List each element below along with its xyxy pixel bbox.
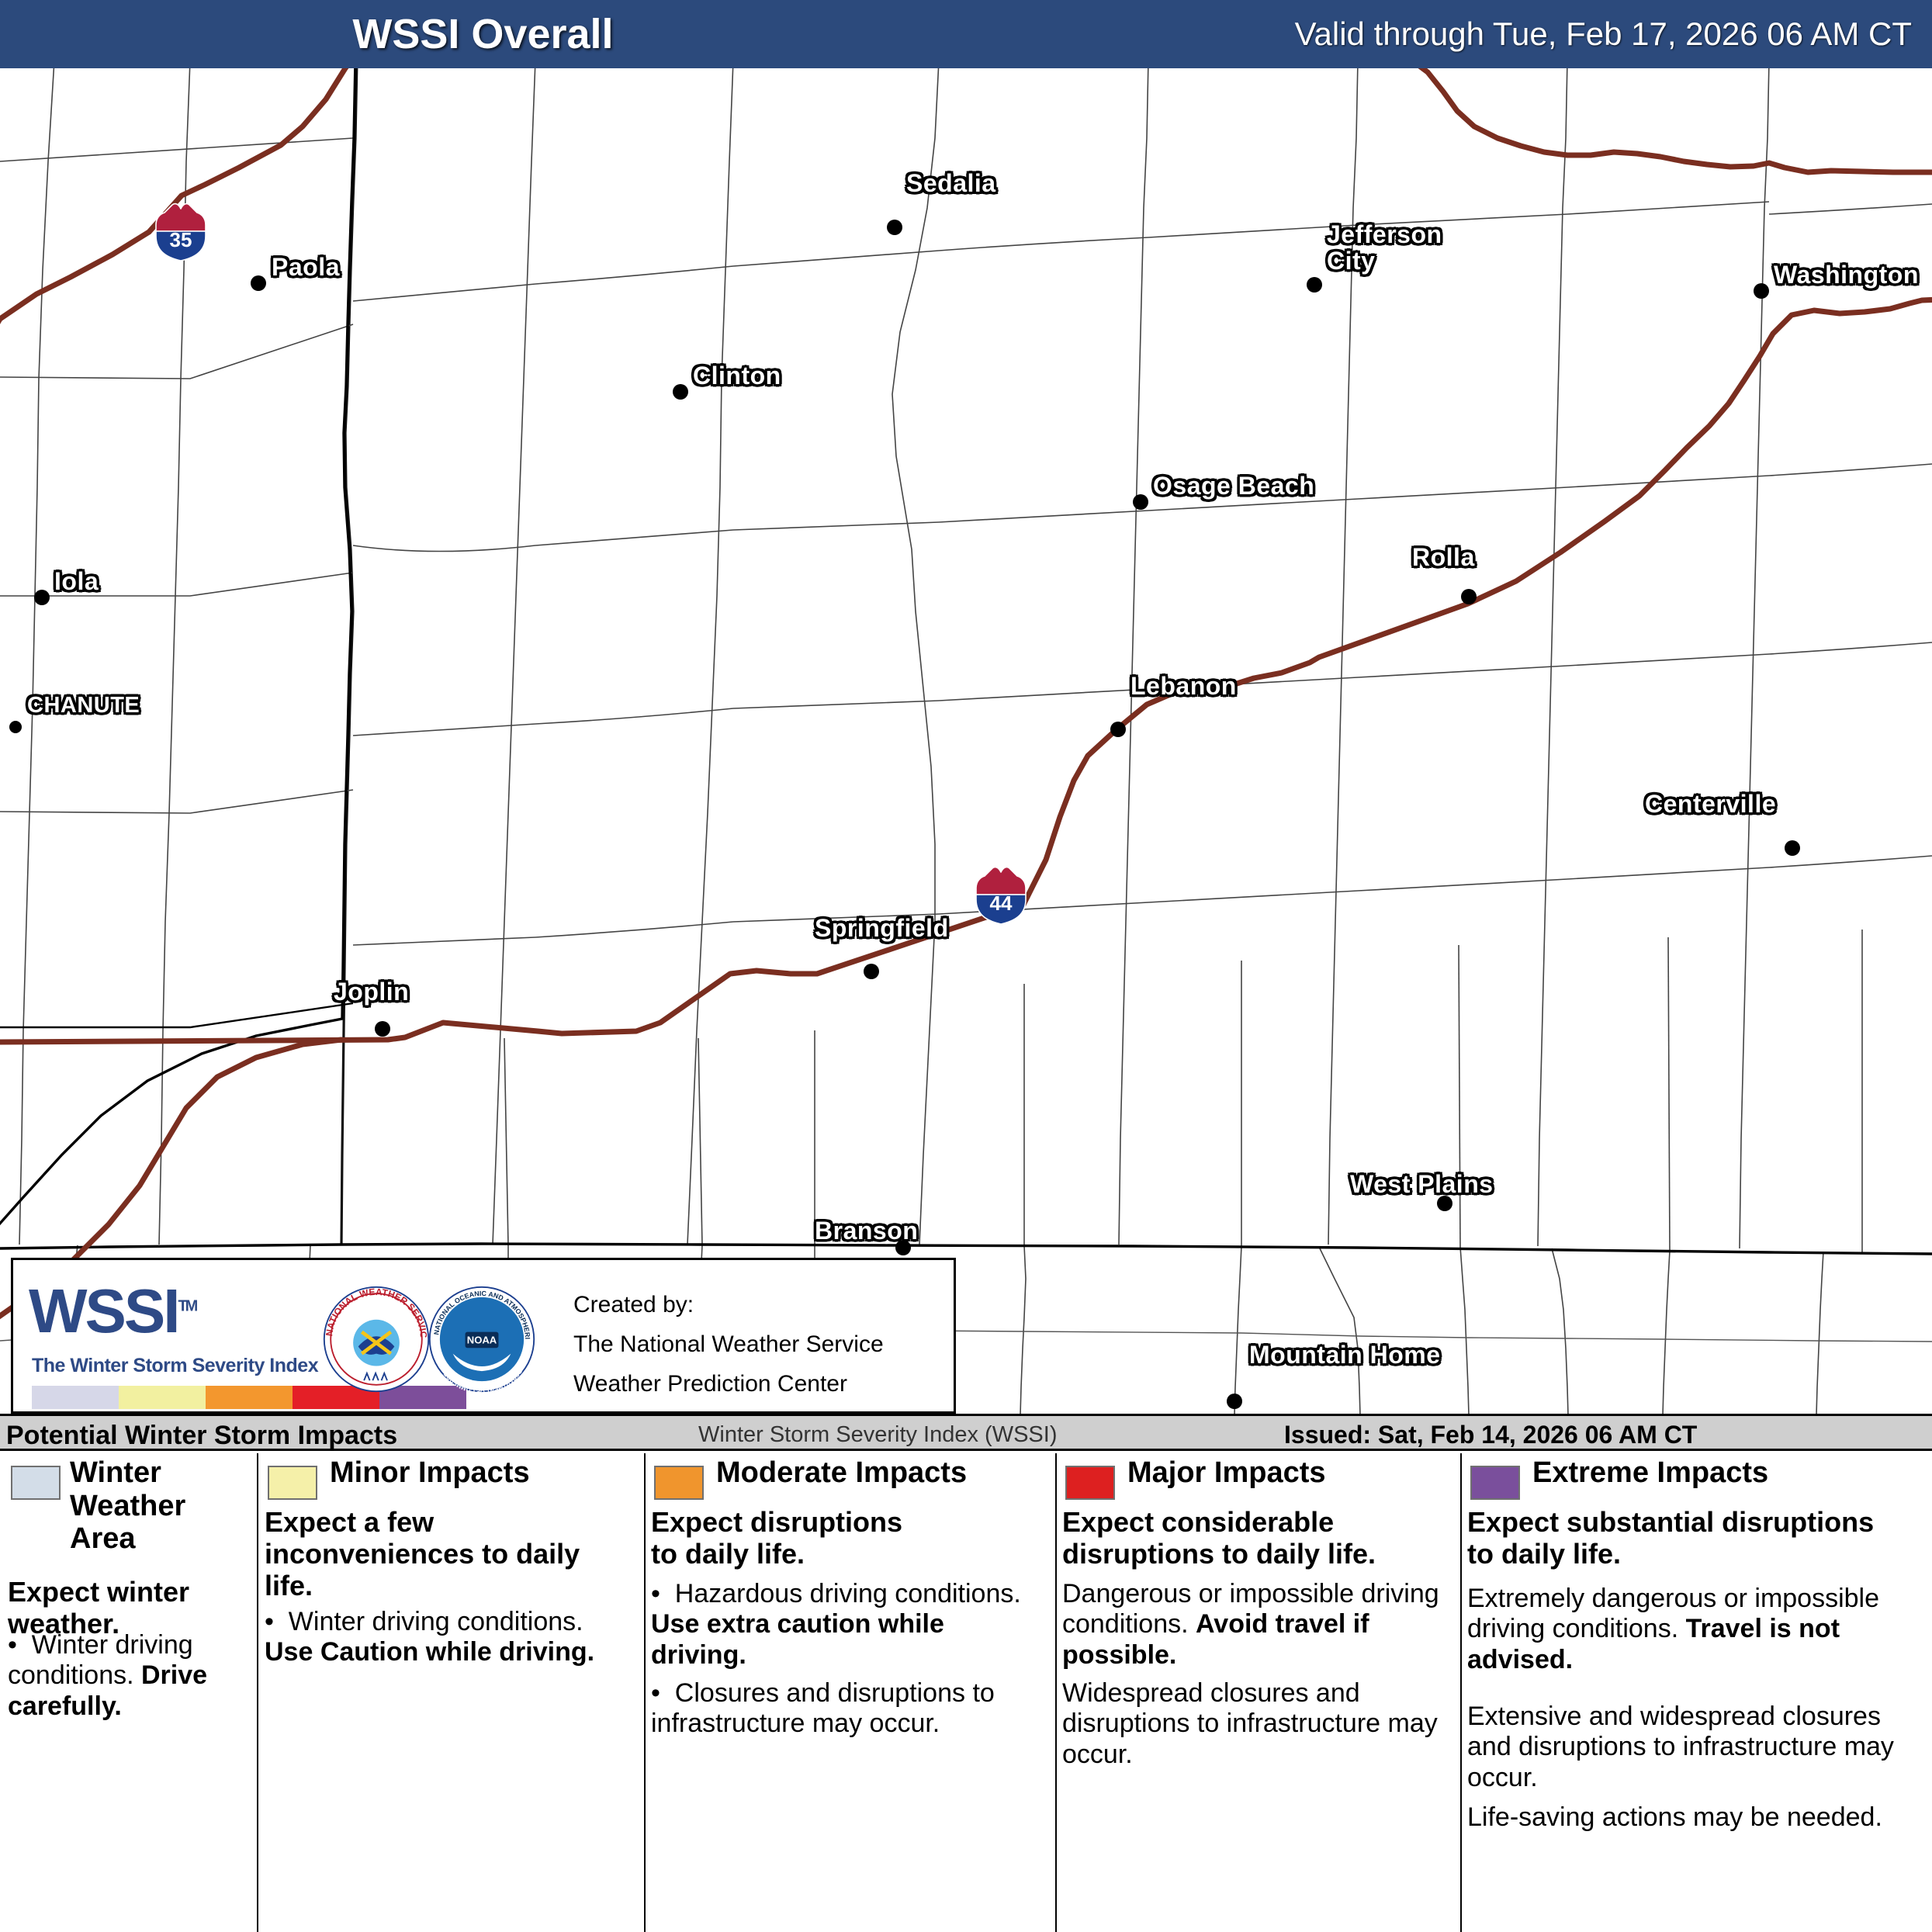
svg-text:NOAA: NOAA (467, 1335, 497, 1346)
